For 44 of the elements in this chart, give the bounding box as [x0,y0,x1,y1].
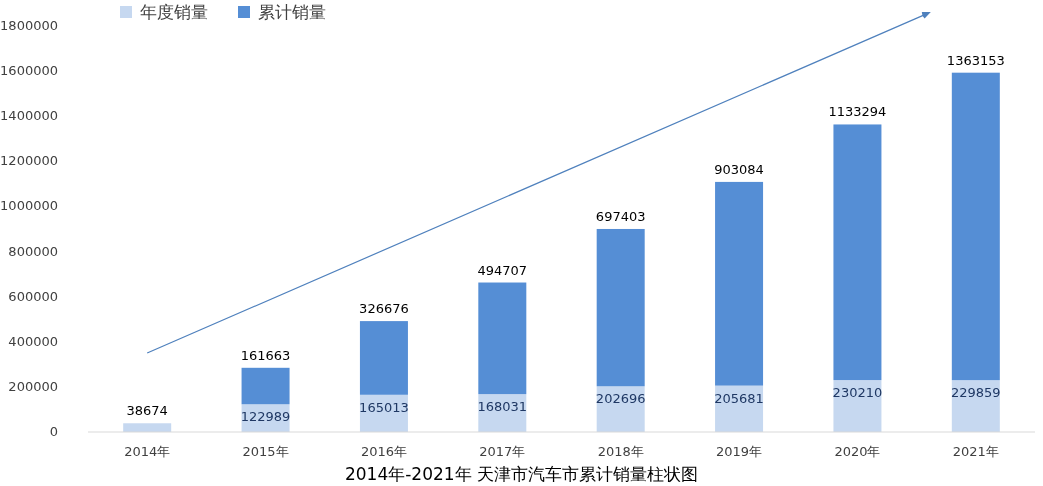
data-label: 1363153 [946,52,1005,68]
data-label: 38674 [126,403,168,419]
data-label: 161663 [240,347,291,363]
bar [596,228,645,387]
y-tick-label: 400000 [8,333,58,349]
x-tick-label: 2021年 [952,444,999,459]
y-tick-label: 0 [49,424,58,439]
data-label: 326676 [359,301,409,317]
legend-label: 年度销量 [140,2,208,22]
data-label: 494707 [477,262,528,278]
x-tick-label: 2016年 [360,444,407,459]
bar [951,72,1000,381]
data-label: 230210 [832,385,883,401]
data-label: 903084 [714,161,764,177]
bar [123,423,172,432]
x-tick-label: 2019年 [716,444,763,459]
bar [359,321,408,395]
bar [833,124,882,381]
bar [241,367,290,405]
text: 2014年-2021年 天津市汽车市累计销量柱状图 [344,464,699,484]
data-label: 1133294 [828,104,887,120]
data-label: 165013 [359,399,409,415]
x-tick-label: 2015年 [242,444,289,459]
y-tick-label: 800000 [8,243,58,259]
y-tick-label: 1800000 [0,18,58,33]
data-label: 205681 [714,390,764,406]
data-label: 202696 [595,391,646,407]
bar [478,282,527,395]
bar [715,181,764,386]
data-label: 697403 [595,208,646,224]
x-tick-label: 2020年 [834,444,881,459]
y-tick-label: 1000000 [0,198,58,214]
y-tick-label: 1200000 [0,153,58,169]
x-tick-label: 2014年 [124,444,171,459]
data-label: 122989 [240,409,291,425]
data-label: 229859 [950,385,1001,401]
y-tick-label: 200000 [8,378,58,394]
x-tick-label: 2018年 [597,444,644,459]
x-tick-label: 2017年 [479,444,526,459]
y-tick-label: 600000 [8,288,58,304]
data-label: 168031 [477,399,528,415]
legend-label: 累计销量 [258,2,326,22]
y-tick-label: 1600000 [0,63,58,79]
y-tick-label: 1400000 [0,108,58,124]
